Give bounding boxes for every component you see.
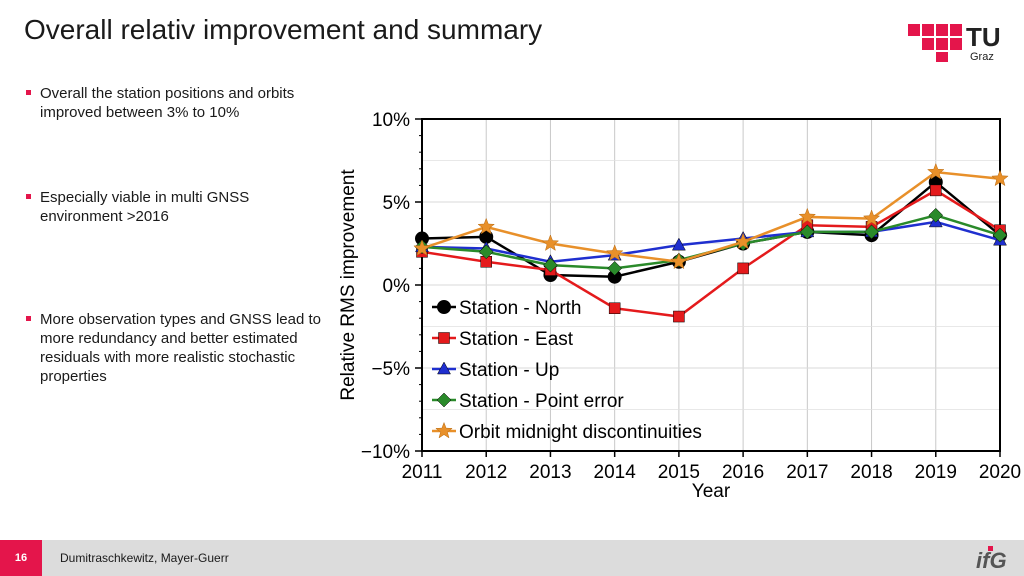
x-tick-label: 2011 (402, 462, 443, 483)
bullet-text: Overall the station positions and orbits… (40, 85, 295, 121)
data-point-orbit-midnight-discontinuities (477, 217, 495, 235)
bullet-item: Overall the station positions and orbits… (26, 84, 326, 122)
bullet-item: More observation types and GNSS lead to … (26, 310, 326, 386)
legend-marker (435, 421, 453, 439)
x-tick-label: 2012 (465, 462, 507, 483)
bullet-text: Especially viable in multi GNSS environm… (40, 189, 250, 225)
x-tick-label: 2020 (979, 462, 1021, 483)
bullet-marker (26, 90, 31, 95)
rms-improvement-chart: 10% 5% 0% −5% −10%2011 2012 2013 2014 2015 2016 20… (338, 110, 1021, 502)
data-point-orbit-midnight-discontinuities (413, 239, 431, 256)
y-tick-label: −10% (361, 442, 410, 463)
data-point-station-point-error (864, 224, 879, 240)
legend-label: Station - East (459, 329, 574, 350)
footer-authors: Dumitraschkewitz, Mayer-Guerr (60, 551, 229, 565)
x-tick-label: 2016 (722, 462, 764, 483)
data-point-station-east (673, 310, 685, 323)
series-line-orbit-midnight-discontinuities (421, 170, 1001, 264)
y-tick-label: 5% (383, 193, 411, 214)
data-point-orbit-midnight-discontinuities (670, 252, 688, 270)
legend-marker (437, 361, 451, 375)
data-point-orbit-midnight-discontinuities (605, 244, 624, 261)
data-point-station-point-error (543, 257, 558, 273)
data-point-station-up (671, 237, 686, 251)
bullet-marker (26, 194, 31, 199)
y-axis-label: Relative RMS improvement (338, 169, 359, 401)
legend-marker (436, 392, 452, 408)
data-point-orbit-midnight-discontinuities (734, 232, 752, 250)
x-tick-label: 2017 (786, 462, 828, 483)
legend-label: Station - Up (459, 360, 559, 381)
data-point-orbit-midnight-discontinuities (862, 209, 881, 227)
ifg-logo: ifG (976, 546, 1007, 573)
x-tick-label: 2018 (850, 462, 892, 483)
logo-text: TU (966, 22, 1001, 52)
legend-label: Station - Point error (459, 391, 624, 412)
data-point-station-east (737, 262, 749, 275)
data-point-orbit-midnight-discontinuities (798, 207, 817, 225)
legend-marker (437, 300, 451, 314)
series-line-station-east (421, 188, 1001, 318)
x-tick-label: 2013 (529, 462, 571, 483)
tugraz-logo: TU Graz (908, 22, 1001, 63)
slide-title: Overall relativ improvement and summary (24, 14, 543, 45)
data-point-station-point-error (607, 261, 623, 276)
page-number: 16 (0, 540, 42, 576)
data-point-station-point-error (478, 244, 494, 260)
logo-subtext: Graz (970, 51, 994, 63)
legend-label: Station - North (459, 298, 582, 319)
data-point-station-point-error (799, 224, 815, 240)
y-tick-label: −5% (371, 359, 410, 380)
data-point-station-east (930, 184, 942, 197)
data-point-orbit-midnight-discontinuities (927, 162, 945, 180)
footer-bar: 16 Dumitraschkewitz, Mayer-Guerr (0, 540, 1024, 576)
legend-label: Orbit midnight discontinuities (459, 422, 702, 443)
x-tick-label: 2019 (915, 462, 957, 483)
bullet-marker (26, 316, 31, 321)
x-axis-label: Year (692, 481, 731, 502)
series-line-station-up (421, 220, 1001, 264)
data-point-orbit-midnight-discontinuities (991, 169, 1009, 187)
data-point-station-east (608, 302, 621, 314)
data-point-orbit-midnight-discontinuities (541, 234, 560, 251)
legend-marker (438, 332, 450, 344)
bullet-item: Especially viable in multi GNSS environm… (26, 188, 326, 226)
x-tick-label: 2015 (658, 462, 700, 483)
data-point-station-point-error (928, 207, 944, 223)
y-tick-label: 0% (383, 276, 411, 297)
bullet-text: More observation types and GNSS lead to … (40, 311, 321, 385)
data-point-station-point-error (992, 227, 1008, 243)
series-line-station-north (421, 180, 1001, 278)
ifg-logo-text: ifG (976, 548, 1007, 573)
x-tick-label: 2014 (594, 462, 637, 483)
y-tick-label: 10% (372, 110, 410, 131)
